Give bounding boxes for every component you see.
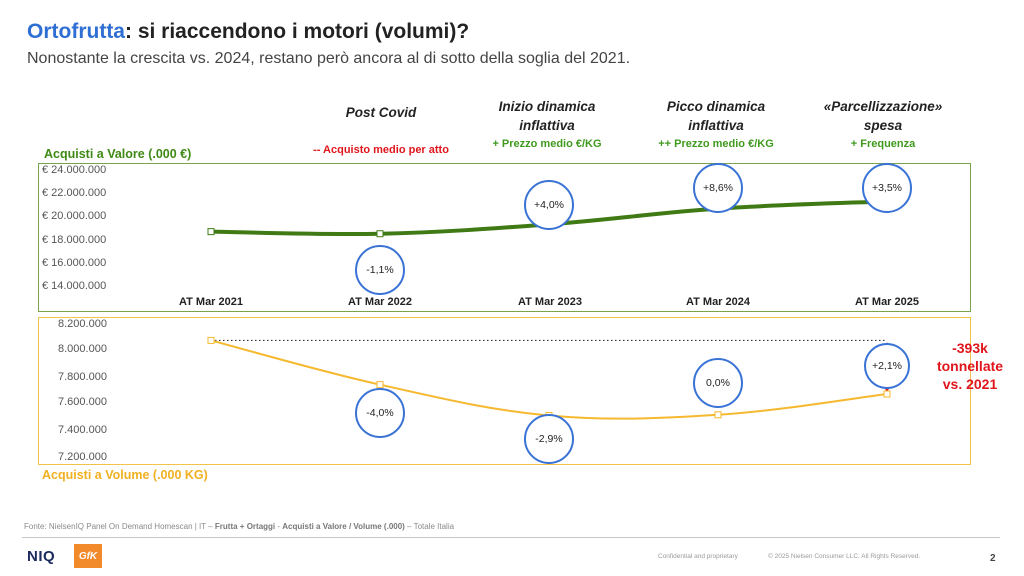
phase-post-covid: Post Covid -- Acquisto medio per atto [306, 103, 456, 156]
value-tick-label: € 20.000.000 [42, 210, 107, 222]
source-text: Fonte: NielsenIQ Panel On Demand Homesca… [24, 522, 215, 531]
variation-bubble: -2,9% [524, 414, 574, 464]
gfk-logo: GfK [74, 544, 102, 568]
value-chart-frame [38, 163, 971, 312]
source-text: Frutta + Ortaggi [214, 522, 276, 531]
page-number: 2 [990, 553, 996, 564]
gap-annotation-line: tonnellate [936, 358, 1004, 374]
volume-tick-label: 7.200.000 [58, 451, 107, 463]
variation-bubble: 0,0% [693, 358, 743, 408]
variation-bubble: -1,1% [355, 245, 405, 295]
phase-title: Picco dinamica inflattiva [666, 99, 766, 133]
source-text: – Totale Italia [404, 522, 455, 531]
variation-bubble: +3,5% [862, 163, 912, 213]
category-label: AT Mar 2023 [518, 296, 582, 308]
phase-title: Inizio dinamica inflattiva [498, 99, 596, 133]
copyright-note: © 2025 Nielsen Consumer LLC. All Rights … [768, 553, 921, 560]
volume-tick-label: 8.200.000 [58, 318, 107, 330]
category-label: AT Mar 2025 [855, 296, 919, 308]
value-tick-label: € 22.000.000 [42, 187, 107, 199]
phase-driver: + Prezzo medio €/KG [492, 138, 602, 150]
phase-driver: + Frequenza [850, 138, 916, 150]
footer-divider [22, 537, 1000, 538]
volume-tick-label: 7.400.000 [58, 424, 107, 436]
volume-tick-label: 7.800.000 [58, 371, 107, 383]
source-text: Acquisti a Valore / Volume (.000) [282, 522, 405, 531]
title-text: : si riaccendono i motori (volumi)? [125, 20, 470, 43]
value-tick-label: € 24.000.000 [42, 164, 107, 176]
phase-picco-inflattiva: Picco dinamica inflattiva ++ Prezzo medi… [641, 97, 791, 150]
gap-annotation: -393k tonnellate vs. 2021 [920, 339, 1020, 393]
variation-bubble: +2,1% [864, 343, 910, 389]
category-label: AT Mar 2024 [686, 296, 750, 308]
value-tick-label: € 18.000.000 [42, 234, 107, 246]
category-label: AT Mar 2021 [179, 296, 243, 308]
volume-tick-label: 8.000.000 [58, 343, 107, 355]
source-note: Fonte: NielsenIQ Panel On Demand Homesca… [24, 522, 454, 531]
source-text: - [275, 522, 283, 531]
phase-driver: ++ Prezzo medio €/KG [658, 138, 774, 150]
variation-bubble: +8,6% [693, 163, 743, 213]
gap-annotation-line: -393k [952, 340, 988, 356]
value-tick-label: € 16.000.000 [42, 257, 107, 269]
phase-title: «Parcellizzazione» spesa [823, 99, 943, 133]
category-label: AT Mar 2022 [348, 296, 412, 308]
phase-driver: -- Acquisto medio per atto [313, 144, 449, 156]
value-tick-label: € 14.000.000 [42, 280, 107, 292]
value-chart-title: Acquisti a Valore (.000 €) [44, 147, 192, 161]
phase-title: Post Covid [345, 105, 417, 120]
page-title: Ortofrutta: si riaccendono i motori (vol… [27, 20, 469, 44]
gap-annotation-line: vs. 2021 [942, 376, 998, 392]
phase-inizio-inflattiva: Inizio dinamica inflattiva + Prezzo medi… [472, 97, 622, 150]
volume-tick-label: 7.600.000 [58, 396, 107, 408]
phase-parcellizzazione: «Parcellizzazione» spesa + Frequenza [808, 97, 958, 150]
volume-chart-frame [38, 317, 971, 465]
variation-bubble: -4,0% [355, 388, 405, 438]
variation-bubble: +4,0% [524, 180, 574, 230]
niq-logo: NIQ [27, 548, 56, 565]
page-subtitle: Nonostante la crescita vs. 2024, restano… [27, 50, 631, 67]
volume-chart-title: Acquisti a Volume (.000 KG) [42, 468, 208, 482]
title-brand: Ortofrutta [27, 20, 125, 43]
confidential-note: Confidential and proprietary [658, 553, 738, 560]
